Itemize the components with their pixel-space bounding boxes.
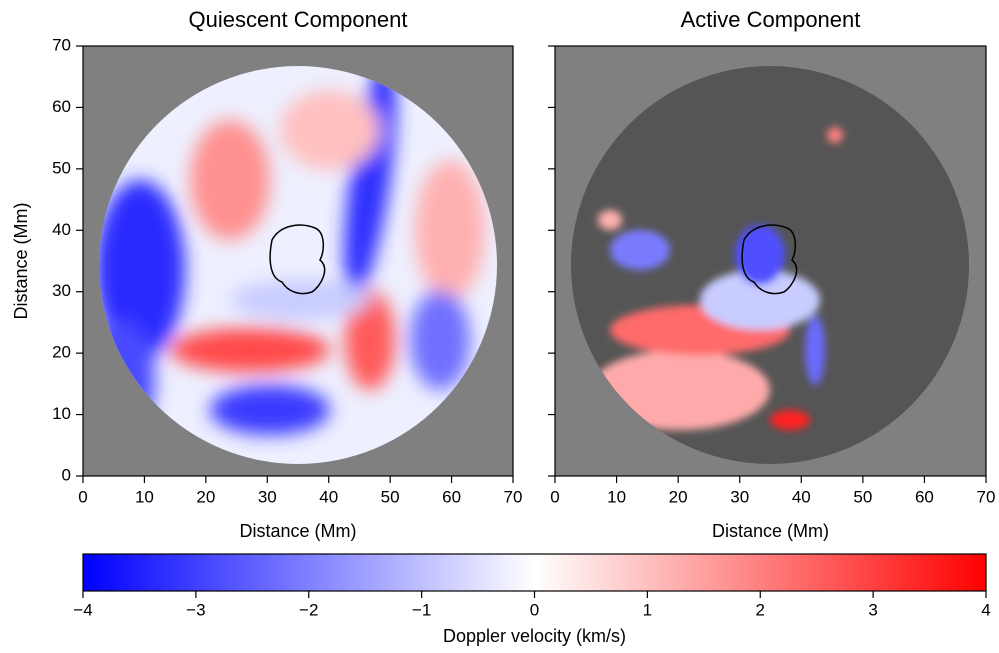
colorbar-tick-label: 1: [643, 600, 652, 619]
x-tick-label: 0: [78, 487, 87, 506]
colorbar-tick-label: 3: [868, 600, 877, 619]
y-tick-label: 30: [52, 281, 71, 300]
x-tick-label: 40: [319, 487, 338, 506]
colorbar-tick-label: −4: [73, 600, 92, 619]
colorbar-tick-label: −2: [299, 600, 318, 619]
x-tick-label: 50: [853, 487, 872, 506]
colorbar: [82, 553, 987, 592]
y-axis-label: Distance (Mm): [11, 202, 31, 319]
axes-frame: [82, 45, 514, 477]
y-tick-label: 10: [52, 404, 71, 423]
x-tick-label: 20: [669, 487, 688, 506]
axes-frame: [554, 45, 987, 477]
x-tick-label: 10: [135, 487, 154, 506]
x-tick-label: 60: [915, 487, 934, 506]
y-tick-label: 70: [52, 35, 71, 54]
colorbar-tick-label: 0: [530, 600, 539, 619]
y-tick-label: 0: [62, 465, 71, 484]
y-tick-label: 60: [52, 97, 71, 116]
x-tick-label: 10: [607, 487, 626, 506]
x-axis-label: Distance (Mm): [712, 521, 829, 541]
y-tick-label: 20: [52, 343, 71, 362]
x-tick-label: 40: [792, 487, 811, 506]
colorbar-tick-label: −1: [412, 600, 431, 619]
colorbar-tick-label: 2: [756, 600, 765, 619]
active-image: [555, 46, 986, 476]
y-tick-label: 50: [52, 158, 71, 177]
colorbar-label: Doppler velocity (km/s): [443, 626, 626, 646]
x-tick-label: 50: [381, 487, 400, 506]
x-tick-label: 60: [442, 487, 461, 506]
colorbar-tick-label: 4: [981, 600, 990, 619]
y-tick-label: 40: [52, 220, 71, 239]
x-tick-label: 30: [258, 487, 277, 506]
panel-title: Active Component: [681, 7, 861, 32]
x-tick-label: 30: [730, 487, 749, 506]
panel-title: Quiescent Component: [189, 7, 408, 32]
x-axis-label: Distance (Mm): [239, 521, 356, 541]
x-tick-label: 0: [550, 487, 559, 506]
x-tick-label: 70: [504, 487, 523, 506]
quiescent-image: [83, 46, 513, 476]
x-tick-label: 70: [977, 487, 996, 506]
x-tick-label: 20: [196, 487, 215, 506]
colorbar-tick-label: −3: [186, 600, 205, 619]
